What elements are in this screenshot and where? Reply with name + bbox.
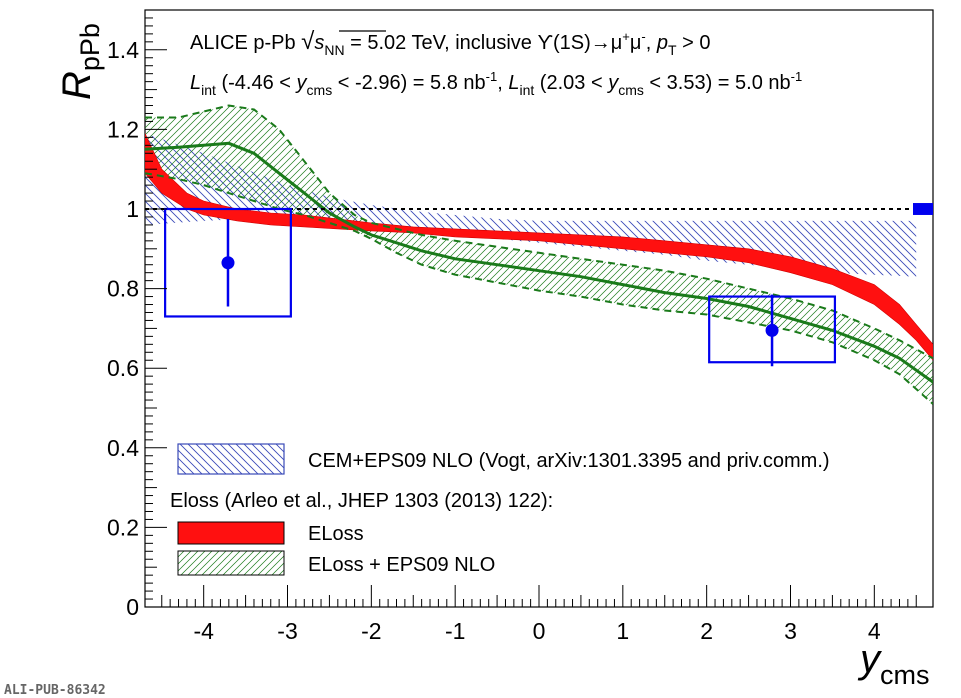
annotation-line-2: Lint (-4.46 < ycms < -2.96) = 5.8 nb-1, … [190,69,802,98]
y-tick-label: 0 [126,594,139,620]
x-tick-label: 3 [784,618,797,644]
legend-swatch-eloss [177,521,285,545]
x-tick-label: -4 [193,618,214,644]
eloss-eps09-central-line [145,141,933,384]
cem-eps09-band [145,133,917,277]
x-tick-label: -2 [361,618,381,644]
y-tick-label: 0.6 [107,355,139,381]
syst-box-backward [164,207,292,318]
legend-swatch-cem [177,443,285,475]
y-tick-label: 1.2 [107,116,139,142]
y-tick-label: 1.4 [107,37,139,63]
x-axis-title: ycms [857,637,930,690]
x-tick-label: 1 [616,618,629,644]
eloss-eps09-band [145,105,933,404]
legend-swatch-eloss-eps [177,550,285,576]
global-uncertainty-box [913,203,933,215]
y-tick-label: 0.4 [107,435,139,461]
y-tick-label: 0.8 [107,276,139,302]
publication-id: ALI-PUB-86342 [4,683,106,698]
x-axis: -4 -3 -2 -1 0 1 2 3 4 [161,585,917,644]
x-tick-label: -3 [277,618,297,644]
data-points [164,207,837,367]
eloss-eps09-lower-edge [145,172,933,405]
x-tick-label: 4 [868,618,881,644]
eloss-band [145,133,933,361]
legend-label-cem: CEM+EPS09 NLO (Vogt, arXiv:1301.3395 and… [308,450,830,472]
y-axis-title: RpPb [55,23,105,100]
x-tick-label: -1 [445,618,465,644]
y-tick-label: 1 [126,196,139,222]
x-tick-label: 2 [700,618,713,644]
annotation-line-1: ALICE p-Pb √sNN = 5.02 TeV, inclusive ϒ(… [190,28,710,58]
legend-label-eloss-eps: ELoss + EPS09 NLO [308,554,495,576]
legend-label-eloss: ELoss [308,523,364,545]
legend-header-eloss: Eloss (Arleo et al., JHEP 1303 (2013) 12… [170,490,553,512]
legend: CEM+EPS09 NLO (Vogt, arXiv:1301.3395 and… [170,443,830,576]
data-point-forward [765,323,779,337]
x-tick-label: 0 [533,618,546,644]
y-axis: 0 0.2 0.4 0.6 0.8 1 1.2 1.4 [107,9,167,620]
y-tick-label: 0.2 [107,514,139,540]
data-point-backward [221,256,235,270]
eloss-eps09-upper-edge [145,104,933,360]
